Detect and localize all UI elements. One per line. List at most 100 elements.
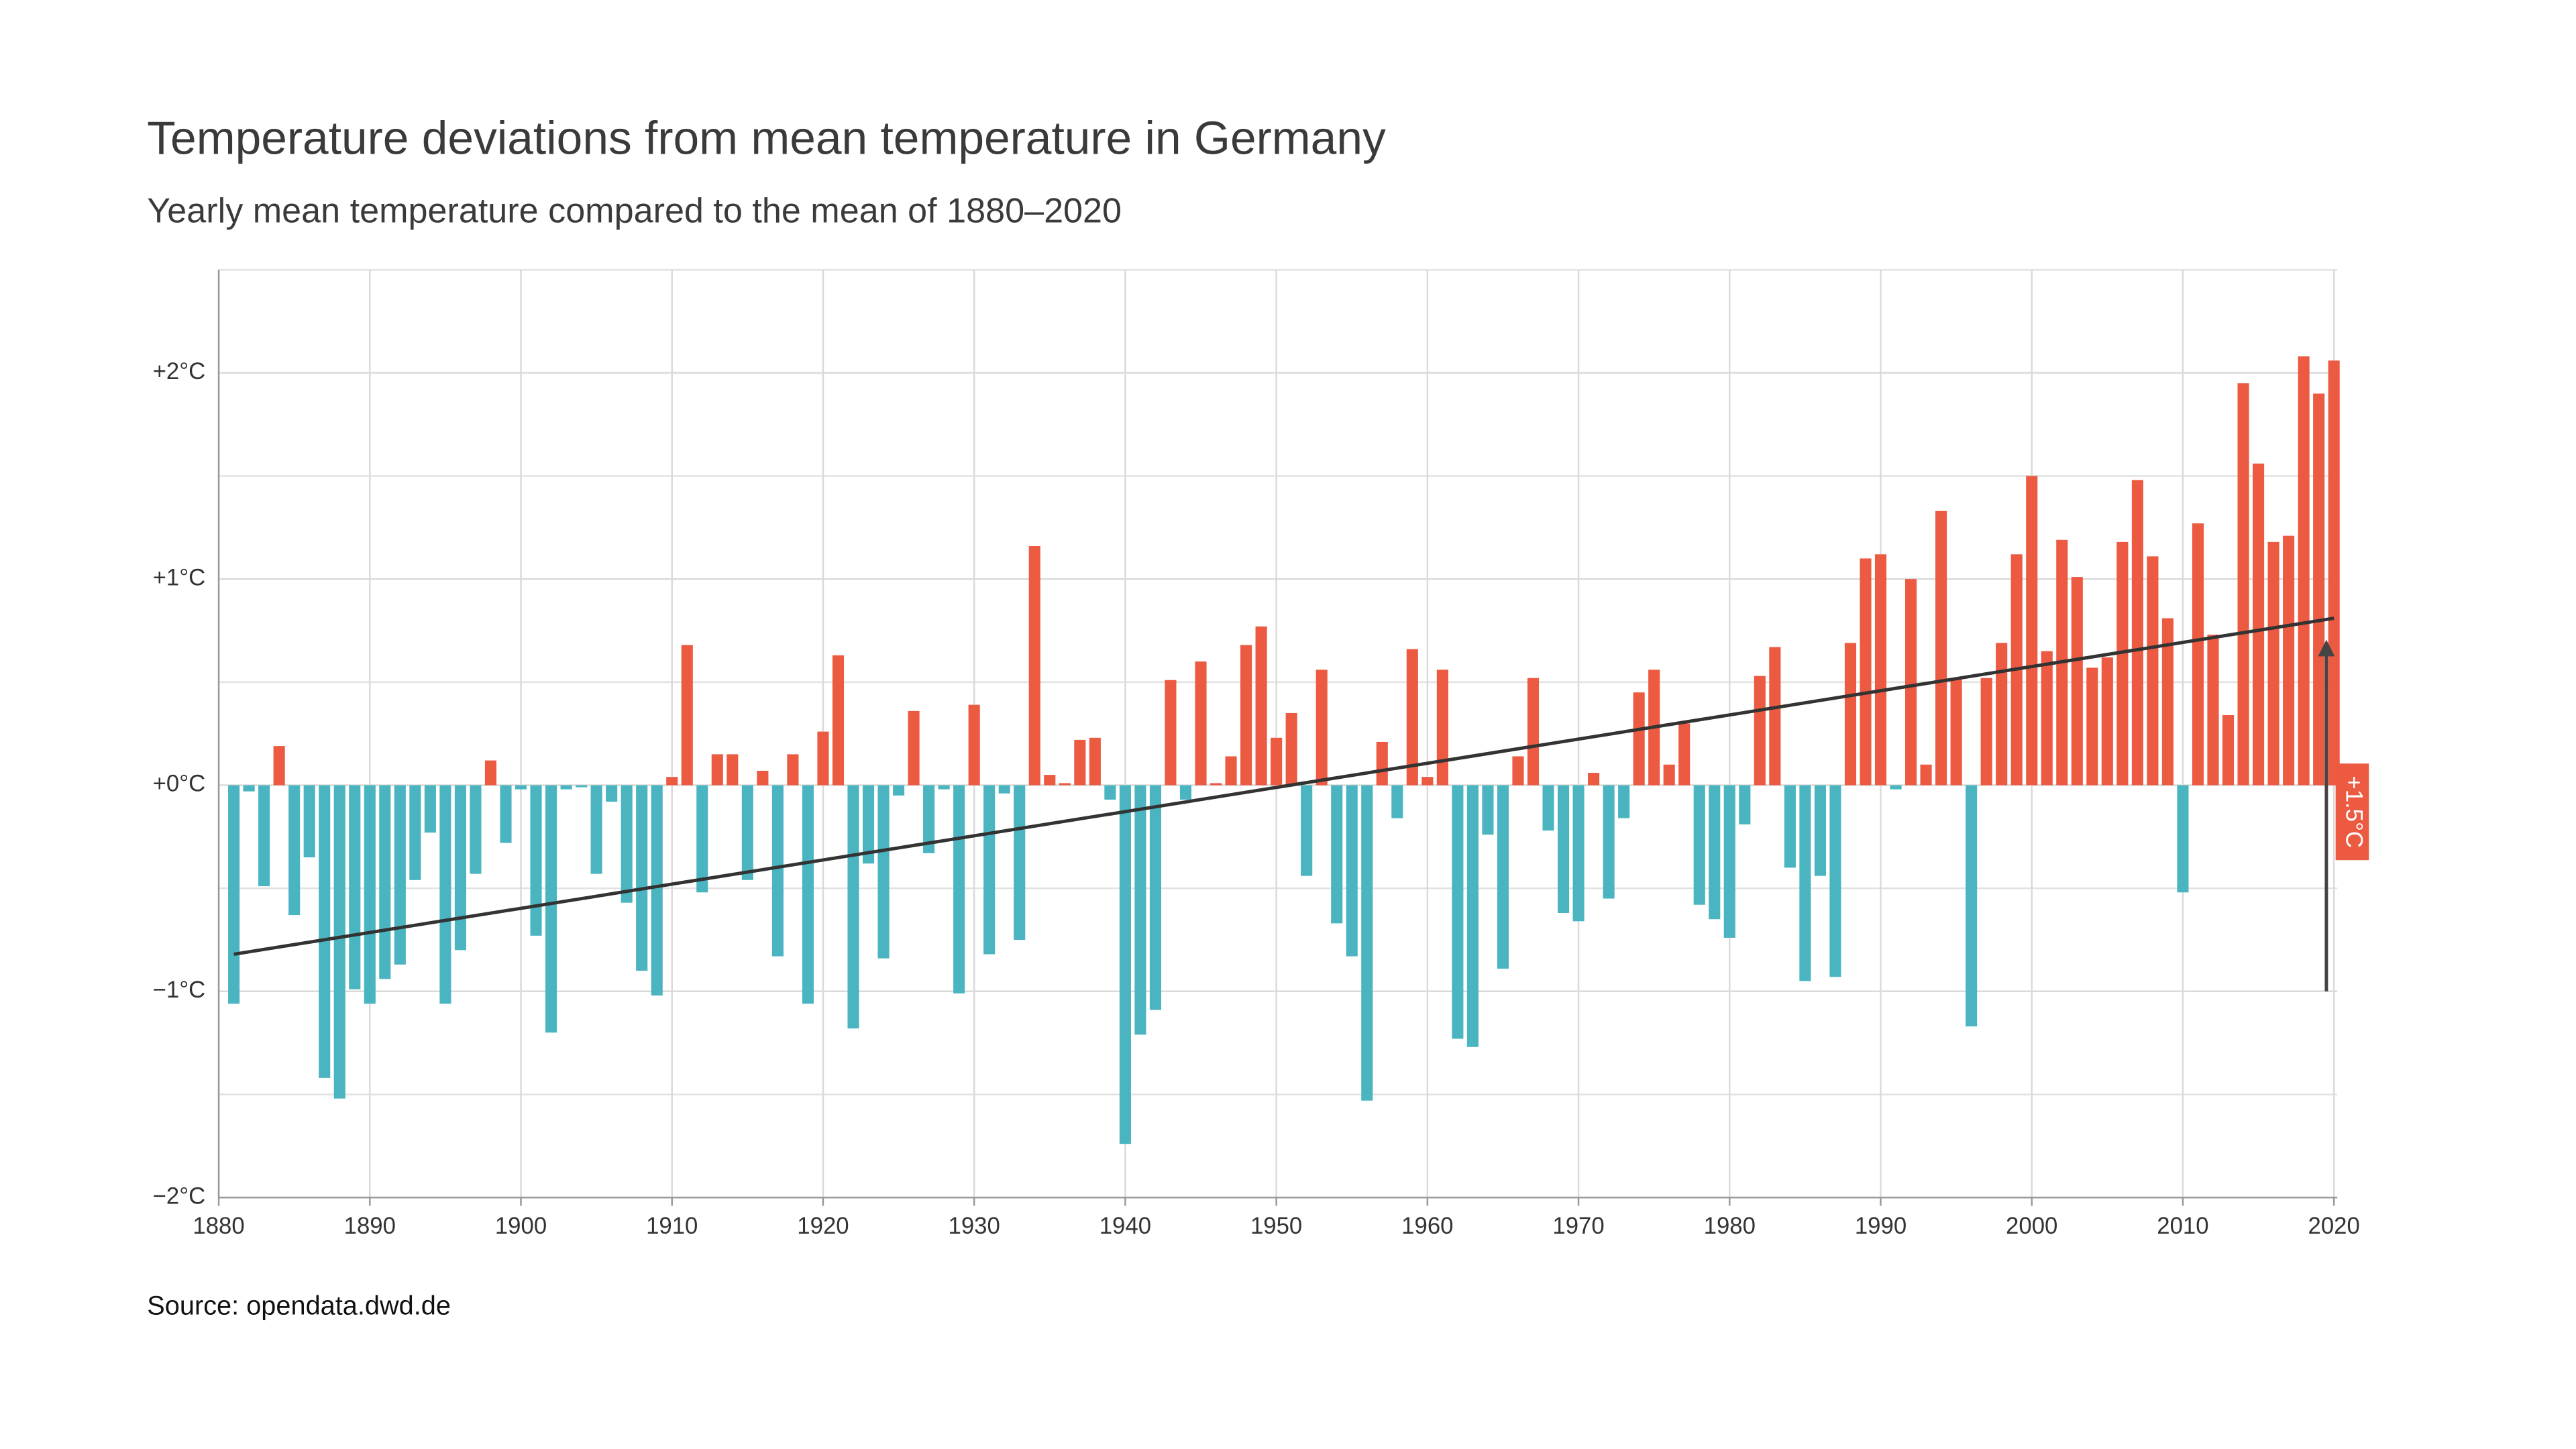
bar <box>938 785 950 790</box>
bar <box>1784 785 1796 868</box>
chart-subtitle: Yearly mean temperature compared to the … <box>147 192 1122 231</box>
x-tick-label: 1930 <box>949 1214 1000 1239</box>
bar <box>1089 737 1101 786</box>
bar <box>1603 785 1615 899</box>
bar <box>1225 756 1237 786</box>
x-tick-label: 2000 <box>2006 1214 2057 1239</box>
x-tick-label: 1990 <box>1855 1214 1907 1239</box>
bar <box>333 785 345 1099</box>
bar <box>1678 723 1690 786</box>
bar <box>621 785 633 903</box>
y-tick-label: +2°C <box>153 359 206 384</box>
bar <box>1890 785 1902 790</box>
bar <box>998 785 1010 794</box>
bar <box>1059 783 1071 786</box>
bar <box>560 785 572 790</box>
bar <box>1799 785 1811 981</box>
bar <box>288 785 301 916</box>
bar <box>1588 773 1600 786</box>
bar <box>1104 785 1116 800</box>
bar <box>636 785 648 971</box>
y-tick-label: +1°C <box>153 565 206 590</box>
bar <box>394 785 406 965</box>
bar <box>2192 523 2204 786</box>
bar <box>1285 712 1297 786</box>
bar <box>696 785 708 893</box>
x-tick-label: 2020 <box>2308 1214 2360 1239</box>
bar <box>2071 577 2083 786</box>
bar <box>1497 785 1509 969</box>
bar <box>243 785 255 792</box>
bar <box>1271 737 1283 786</box>
bar <box>1754 676 1766 786</box>
bar <box>1769 647 1781 786</box>
bar <box>817 731 829 786</box>
bar <box>2237 383 2249 786</box>
bar <box>1980 678 1992 786</box>
bar <box>1301 785 1313 876</box>
bar <box>1829 785 1841 977</box>
x-tick-label: 1960 <box>1401 1214 1453 1239</box>
bar <box>1633 692 1645 786</box>
bar <box>439 785 451 1004</box>
bar <box>968 704 980 786</box>
bar <box>1391 785 1403 818</box>
trend-line <box>233 616 2334 956</box>
bar <box>2267 541 2279 786</box>
x-tick-label: 1920 <box>797 1214 849 1239</box>
bar <box>1134 785 1146 1035</box>
bar <box>2147 556 2159 786</box>
bar <box>576 785 588 788</box>
bar <box>711 754 723 786</box>
bar <box>893 785 905 796</box>
bar <box>2207 635 2219 786</box>
bar <box>1361 785 1373 1101</box>
x-tick-label: 1970 <box>1552 1214 1604 1239</box>
bar <box>1179 785 1192 800</box>
bar <box>1482 785 1494 835</box>
bar <box>2177 785 2189 893</box>
bar <box>379 785 391 979</box>
bar <box>787 754 799 786</box>
bar <box>349 785 361 989</box>
bar <box>1119 785 1131 1144</box>
y-tick-label: −2°C <box>153 1183 206 1209</box>
bar <box>2026 476 2038 786</box>
bar <box>1874 554 1887 786</box>
bar <box>862 785 875 864</box>
bar <box>1149 785 1162 1010</box>
bar <box>1210 783 1222 786</box>
bar <box>1935 511 1947 786</box>
bar <box>2313 393 2325 786</box>
bar <box>1331 785 1343 924</box>
bar <box>727 754 739 786</box>
bar <box>2298 356 2310 786</box>
bar <box>2253 464 2265 786</box>
bar <box>1074 739 1086 786</box>
bar <box>409 785 421 880</box>
x-tick-label: 1950 <box>1250 1214 1302 1239</box>
x-tick-label: 1880 <box>193 1214 244 1239</box>
bar <box>530 785 542 936</box>
bar <box>1195 661 1207 786</box>
bar <box>590 785 602 874</box>
bar <box>2116 541 2129 786</box>
y-tick-label: −1°C <box>153 977 206 1003</box>
annotation-label: +1.5°C <box>2341 775 2366 848</box>
bar <box>319 785 331 1078</box>
bar <box>2041 651 2053 786</box>
bar <box>1542 785 1554 831</box>
bar <box>273 746 285 786</box>
bar <box>1512 756 1524 786</box>
bar <box>1904 579 1917 786</box>
bar <box>908 710 920 786</box>
bar <box>1572 785 1585 922</box>
bar <box>847 785 859 1029</box>
bar <box>2086 667 2098 786</box>
bar <box>545 785 557 1033</box>
bar <box>1376 741 1388 786</box>
bar <box>1346 785 1358 957</box>
bar <box>953 785 965 994</box>
